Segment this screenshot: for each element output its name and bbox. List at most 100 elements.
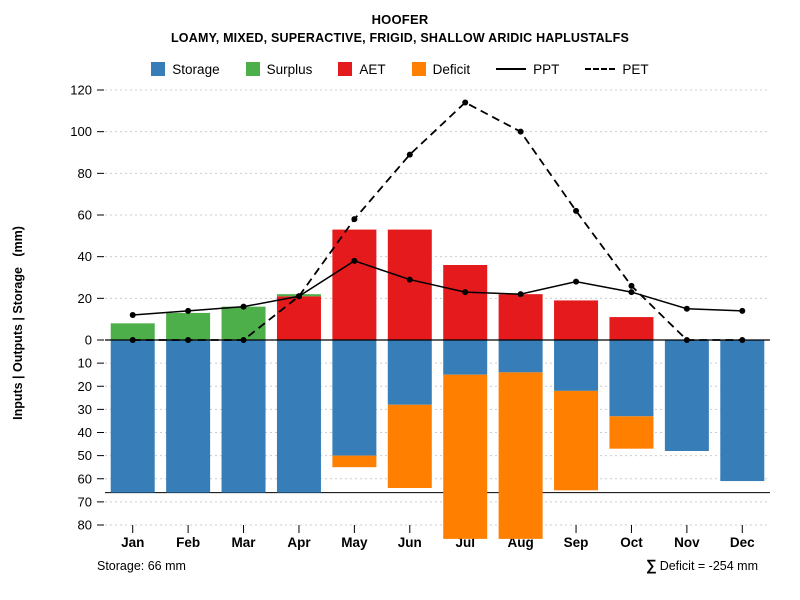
y-tick-label-bottom-70: 70 — [78, 494, 92, 509]
chart-header: HOOFER LOAMY, MIXED, SUPERACTIVE, FRIGID… — [0, 0, 800, 45]
legend-item-ppt: PPT — [496, 62, 559, 77]
y-tick-label-top-40: 40 — [78, 249, 92, 264]
x-label-Mar: Mar — [232, 535, 257, 550]
bar-aet-Aug — [498, 294, 543, 340]
y-tick-label-top-0: 0 — [85, 333, 92, 348]
ppt-point-Jan — [129, 312, 136, 318]
bar-deficit-Aug — [498, 372, 543, 539]
bar-aet-May — [332, 229, 377, 340]
pet-line — [132, 101, 743, 341]
y-tick-label-top-80: 80 — [78, 166, 92, 181]
bar-deficit-May — [332, 455, 377, 468]
legend-label-storage: Storage — [172, 61, 220, 77]
y-tick-label-top-100: 100 — [70, 124, 92, 139]
bar-storage-Jul — [443, 340, 488, 375]
legend-label-deficit: Deficit — [432, 61, 471, 77]
legend-item-pet: PET — [585, 61, 649, 77]
pet-point-Dec — [739, 337, 746, 343]
ppt-point-Aug — [517, 291, 524, 298]
y-tick-label-bottom-40: 40 — [78, 425, 92, 440]
bar-aet-Jun — [387, 229, 432, 340]
chart-footer: Storage: 66 mm ∑ Deficit = -254 mm — [0, 553, 800, 574]
legend-label-ppt: PPT — [533, 61, 560, 77]
ppt-point-Sep — [573, 278, 580, 285]
legend-item-storage: Storage — [151, 61, 220, 77]
pet-point-Aug — [517, 128, 524, 135]
chart-legend: Storage Surplus AET Deficit PPT PET — [0, 59, 800, 79]
deficit-note-text: Deficit = -254 mm — [659, 559, 758, 573]
bar-aet-Apr — [276, 296, 321, 340]
pet-point-Jul — [462, 99, 469, 106]
y-tick-label-top-120: 120 — [70, 83, 92, 98]
legend-swatch-deficit-icon — [411, 62, 426, 76]
chart-title: HOOFER — [371, 12, 429, 27]
pet-point-Apr — [295, 293, 302, 300]
legend-solid-line-icon — [496, 68, 527, 70]
bar-storage-Feb — [166, 340, 211, 493]
x-label-May: May — [341, 535, 368, 550]
legend-swatch-storage-icon — [151, 62, 166, 76]
bar-storage-Oct — [609, 340, 654, 417]
pet-point-Mar — [240, 337, 247, 343]
bar-storage-May — [332, 340, 377, 456]
ppt-point-Jun — [406, 276, 413, 283]
deficit-note: ∑ Deficit = -254 mm — [646, 557, 758, 574]
bar-aet-Jul — [443, 265, 488, 340]
legend-item-deficit: Deficit — [411, 61, 471, 77]
x-label-Jun: Jun — [398, 535, 422, 550]
y-tick-label-bottom-20: 20 — [78, 379, 92, 394]
x-label-Sep: Sep — [564, 535, 589, 550]
bar-deficit-Jul — [443, 374, 488, 539]
ppt-point-Oct — [628, 289, 635, 296]
legend-swatch-surplus-icon — [245, 62, 260, 76]
x-label-Jan: Jan — [121, 535, 144, 550]
ppt-point-Feb — [185, 307, 192, 314]
legend-swatch-aet-icon — [338, 62, 353, 76]
legend-dashed-line-icon — [585, 68, 616, 70]
bar-storage-Aug — [498, 340, 543, 373]
ppt-point-May — [351, 257, 358, 264]
pet-point-May — [351, 216, 358, 223]
legend-item-aet: AET — [338, 61, 386, 77]
legend-label-pet: PET — [622, 61, 649, 77]
y-tick-label-bottom-50: 50 — [78, 448, 92, 463]
y-tick-label-bottom-80: 80 — [78, 518, 92, 533]
x-label-Dec: Dec — [730, 535, 755, 550]
bar-storage-Dec — [720, 340, 765, 482]
bar-surplus-Feb — [166, 312, 211, 340]
bar-deficit-Jun — [387, 404, 432, 488]
bar-surplus-Jan — [110, 323, 155, 340]
y-tick-label-bottom-60: 60 — [78, 471, 92, 486]
y-axis-title: Inputs | Outputs | Storage (mm) — [11, 226, 25, 420]
pet-point-Sep — [573, 207, 580, 214]
pet-point-Oct — [628, 282, 635, 289]
y-tick-label-top-20: 20 — [78, 291, 92, 306]
storage-note: Storage: 66 mm — [97, 559, 186, 573]
ppt-point-Jul — [462, 289, 469, 296]
sigma-symbol: ∑ — [646, 557, 657, 574]
bar-deficit-Sep — [554, 390, 599, 491]
x-label-Oct: Oct — [620, 535, 643, 550]
pet-point-Jan — [129, 337, 136, 343]
bar-storage-Nov — [664, 340, 709, 451]
pet-point-Feb — [185, 337, 192, 343]
pet-point-Nov — [683, 337, 690, 343]
water-balance-chart-canvas: 0 20 40 60 80 100 120 10 20 30 40 50 60 70 80 Jan Feb Mar… — [11, 83, 770, 550]
x-label-Nov: Nov — [674, 535, 700, 550]
bar-surplus-Mar — [221, 306, 266, 340]
y-tick-label-bottom-30: 30 — [78, 402, 92, 417]
y-tick-label-top-60: 60 — [78, 208, 92, 223]
ppt-point-Nov — [683, 305, 690, 312]
bar-aet-Sep — [554, 300, 599, 340]
legend-label-aet: AET — [359, 61, 386, 77]
bar-deficit-Oct — [609, 416, 654, 449]
legend-item-surplus: Surplus — [245, 61, 313, 77]
pet-point-Jun — [406, 151, 413, 158]
x-label-Apr: Apr — [287, 535, 311, 550]
chart-subtitle: LOAMY, MIXED, SUPERACTIVE, FRIGID, SHALL… — [170, 31, 630, 45]
ppt-point-Mar — [240, 303, 247, 310]
ppt-point-Dec — [739, 307, 746, 314]
legend-label-surplus: Surplus — [266, 61, 313, 77]
bar-storage-Apr — [276, 340, 321, 493]
